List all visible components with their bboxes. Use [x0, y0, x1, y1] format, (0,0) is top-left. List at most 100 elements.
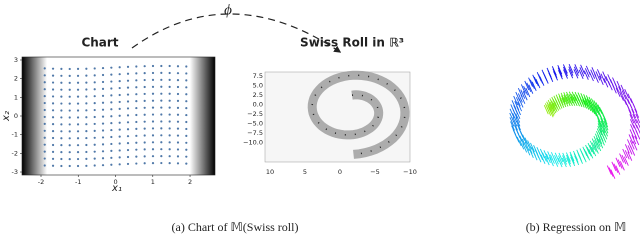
grid-point [51, 81, 55, 84]
field-arrow [591, 142, 597, 152]
grid-point [151, 134, 155, 137]
swiss-title: Swiss Roll in ℝ³ [300, 36, 404, 50]
field-arrow [540, 154, 546, 164]
y-tick-label: 2 [14, 75, 18, 83]
field-arrow [600, 123, 606, 133]
field-arrow [624, 144, 630, 154]
grid-point [168, 113, 171, 116]
field-arrow [528, 148, 534, 159]
field-arrow [586, 146, 592, 157]
grid-point [118, 114, 121, 117]
field-arrow [510, 104, 516, 114]
grid-point [160, 85, 163, 88]
grid-point [110, 149, 113, 152]
field-arrow [544, 103, 550, 113]
field-arrow [619, 153, 624, 163]
grid-point [76, 88, 80, 91]
field-arrow [541, 69, 547, 80]
field-arrow [563, 66, 568, 77]
grid-point [126, 114, 130, 117]
field-arrow [558, 152, 564, 163]
grid-point [43, 143, 46, 146]
grid-point [176, 85, 180, 89]
grid-point [101, 94, 105, 97]
grid-point [135, 155, 138, 158]
grid-point [151, 78, 155, 81]
field-arrow [570, 156, 576, 167]
field-arrow [619, 91, 624, 101]
grid-point [68, 95, 71, 98]
grid-point [160, 155, 163, 158]
field-arrow [517, 87, 523, 98]
field-arrow [519, 140, 525, 150]
y-tick-label: -3 [12, 168, 18, 176]
grid-point [160, 113, 163, 116]
grid-point [85, 88, 88, 91]
field-arrow [603, 118, 609, 128]
field-arrow [524, 80, 530, 91]
grid-point [51, 109, 55, 112]
grid-point [101, 143, 105, 146]
grid-point [176, 141, 180, 144]
field-arrow [578, 69, 584, 79]
field-arrow [593, 144, 599, 154]
grid-point [185, 162, 188, 165]
grid-point [168, 106, 171, 109]
field-arrow [515, 97, 521, 107]
field-arrow [594, 105, 600, 116]
field-arrow [586, 101, 592, 112]
grid-point [160, 106, 163, 109]
field-arrow [528, 77, 533, 87]
field-arrow [565, 152, 571, 162]
field-arrow [546, 153, 551, 163]
grid-point [51, 150, 55, 153]
field-arrow [590, 104, 596, 115]
field-arrow [600, 73, 606, 83]
roll-tick-label: −10 [403, 168, 417, 176]
field-arrow [588, 149, 594, 159]
grid-point [60, 102, 63, 105]
grid-point [176, 79, 180, 82]
field-arrow [629, 103, 635, 114]
field-arrow [522, 134, 528, 144]
regression-field [509, 63, 640, 179]
grid-point [160, 64, 163, 68]
grid-point [110, 115, 113, 118]
roll-tick-label: 5 [303, 168, 307, 176]
field-arrow [533, 76, 539, 87]
grid-point [76, 95, 80, 98]
grid-point [68, 109, 71, 112]
field-arrow [600, 118, 606, 128]
roll-tick-label: 0.0 [253, 101, 263, 109]
field-arrow [568, 94, 574, 104]
field-arrow [584, 100, 590, 110]
field-arrow [551, 100, 556, 110]
field-arrow [579, 67, 585, 77]
field-arrow [530, 142, 535, 153]
grid-point [151, 155, 155, 158]
grid-point [93, 67, 96, 70]
field-arrow [554, 155, 559, 165]
grid-point [118, 121, 121, 124]
grid-point [118, 86, 121, 90]
field-arrow [522, 91, 528, 101]
grid-point [143, 148, 146, 151]
grid-point [43, 74, 46, 77]
grid-point [151, 113, 155, 116]
grid-point [51, 143, 55, 147]
grid-point [143, 120, 146, 123]
field-arrow [629, 129, 635, 139]
field-arrow [509, 117, 515, 127]
field-arrow [523, 85, 528, 96]
field-arrow [574, 155, 580, 166]
grid-point [60, 130, 63, 133]
grid-point [135, 106, 138, 110]
grid-point [185, 113, 188, 117]
grid-point [68, 164, 71, 168]
field-arrow [561, 157, 567, 168]
field-arrow [552, 68, 558, 79]
field-arrow [598, 75, 604, 85]
swiss-roll-plot: 7.5 5.02.5 0.0−2.5 −5.0−7.5 −10.0 10 5 0 −5 −10 [243, 70, 417, 176]
grid-point [151, 85, 155, 88]
roll-tick-label: −10.0 [243, 139, 263, 147]
